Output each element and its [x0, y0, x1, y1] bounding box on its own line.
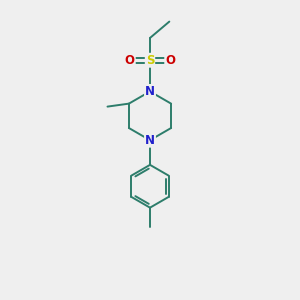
Text: N: N	[145, 134, 155, 147]
Text: O: O	[165, 54, 175, 67]
Text: O: O	[125, 54, 135, 67]
Text: S: S	[146, 54, 154, 67]
Text: N: N	[145, 85, 155, 98]
